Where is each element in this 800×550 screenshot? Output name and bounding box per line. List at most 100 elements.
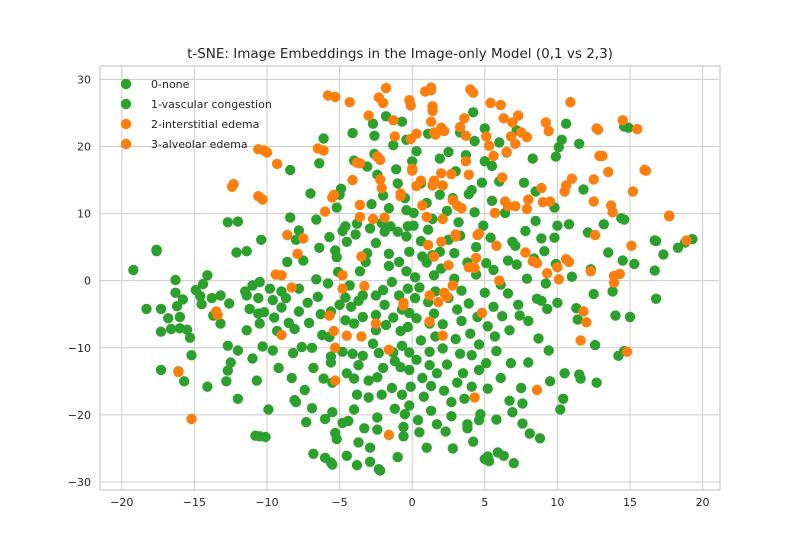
scatter-point bbox=[165, 323, 177, 335]
scatter-point bbox=[524, 428, 535, 439]
scatter-point bbox=[466, 184, 477, 196]
scatter-point bbox=[549, 232, 560, 243]
scatter-point bbox=[306, 403, 318, 414]
scatter-point bbox=[380, 82, 392, 94]
scatter-point bbox=[363, 110, 374, 121]
scatter-point bbox=[267, 294, 278, 306]
scatter-point bbox=[431, 419, 443, 430]
scatter-point bbox=[473, 228, 485, 239]
scatter-point bbox=[354, 199, 366, 211]
scatter-point bbox=[489, 331, 501, 342]
scatter-point bbox=[253, 292, 264, 304]
scatter-point bbox=[398, 431, 409, 442]
scatter-point bbox=[383, 429, 395, 441]
scatter-point bbox=[385, 221, 396, 232]
scatter-point bbox=[388, 140, 399, 151]
scatter-point bbox=[206, 292, 217, 304]
scatter-point bbox=[254, 318, 265, 329]
scatter-point bbox=[507, 236, 518, 247]
scatter-point bbox=[415, 175, 427, 186]
scatter-point bbox=[478, 220, 489, 231]
scatter-point bbox=[341, 236, 352, 247]
scatter-point bbox=[366, 199, 377, 210]
legend-label: 2-interstitial edema bbox=[151, 118, 259, 131]
scatter-point bbox=[414, 427, 425, 438]
scatter-point bbox=[347, 127, 358, 139]
scatter-point bbox=[186, 350, 197, 361]
x-tick-label: −5 bbox=[331, 496, 347, 509]
scatter-point bbox=[364, 223, 376, 234]
scatter-point bbox=[372, 412, 383, 423]
scatter-point bbox=[434, 189, 445, 200]
scatter-point bbox=[356, 251, 367, 262]
scatter-point bbox=[380, 319, 392, 331]
scatter-point bbox=[436, 236, 447, 247]
scatter-point bbox=[412, 415, 424, 426]
legend-label: 3-alveolar edema bbox=[151, 138, 248, 151]
scatter-point bbox=[383, 248, 395, 259]
scatter-point bbox=[173, 366, 184, 378]
scatter-point bbox=[171, 301, 183, 312]
scatter-point bbox=[424, 346, 435, 357]
scatter-point bbox=[517, 418, 528, 429]
scatter-point bbox=[341, 368, 352, 379]
scatter-point bbox=[510, 201, 521, 212]
scatter-point bbox=[375, 465, 386, 476]
scatter-point bbox=[359, 423, 370, 434]
scatter-point bbox=[341, 450, 352, 461]
y-tick-label: −20 bbox=[68, 409, 91, 422]
scatter-point bbox=[497, 172, 508, 183]
scatter-point bbox=[285, 164, 296, 176]
scatter-point bbox=[495, 99, 506, 111]
scatter-point bbox=[617, 255, 628, 266]
scatter-point bbox=[155, 303, 167, 315]
scatter-point bbox=[502, 255, 514, 266]
scatter-point bbox=[306, 342, 318, 353]
scatter-point bbox=[318, 373, 329, 384]
scatter-point bbox=[578, 184, 589, 195]
scatter-point bbox=[504, 395, 515, 406]
scatter-point bbox=[536, 233, 547, 244]
scatter-point bbox=[315, 309, 326, 320]
scatter-point bbox=[292, 248, 303, 259]
scatter-point bbox=[523, 357, 534, 368]
scatter-point bbox=[421, 257, 432, 268]
scatter-point bbox=[256, 234, 267, 245]
y-tick-label: 30 bbox=[77, 73, 91, 86]
scatter-point bbox=[530, 215, 541, 227]
scatter-point bbox=[151, 246, 162, 257]
scatter-point bbox=[276, 270, 287, 281]
scatter-point bbox=[417, 372, 428, 384]
scatter-point bbox=[351, 460, 363, 471]
scatter-point bbox=[356, 331, 367, 342]
scatter-point bbox=[276, 329, 287, 341]
scatter-point bbox=[629, 258, 640, 270]
scatter-point bbox=[527, 153, 538, 164]
scatter-point bbox=[202, 270, 213, 281]
scatter-point bbox=[421, 442, 432, 453]
scatter-point bbox=[588, 174, 599, 185]
scatter-point bbox=[592, 124, 604, 135]
scatter-point bbox=[327, 459, 338, 470]
scatter-point bbox=[437, 343, 448, 354]
scatter-point bbox=[330, 342, 341, 353]
legend-label: 1-vascular congestion bbox=[151, 98, 272, 111]
scatter-point bbox=[359, 280, 370, 292]
scatter-point bbox=[453, 217, 464, 228]
scatter-point bbox=[163, 313, 174, 324]
scatter-point bbox=[177, 294, 188, 305]
scatter-point bbox=[459, 113, 470, 124]
scatter-point bbox=[411, 354, 422, 365]
scatter-point bbox=[383, 344, 395, 355]
scatter-point bbox=[364, 456, 376, 467]
scatter-point bbox=[363, 392, 374, 403]
legend-marker bbox=[120, 138, 132, 150]
scatter-point bbox=[565, 97, 576, 108]
scatter-point bbox=[469, 207, 480, 218]
scatter-point bbox=[489, 207, 501, 219]
scatter-point bbox=[452, 304, 463, 315]
scatter-point bbox=[396, 340, 408, 351]
scatter-point bbox=[508, 458, 519, 469]
x-tick-label: −10 bbox=[255, 496, 278, 509]
